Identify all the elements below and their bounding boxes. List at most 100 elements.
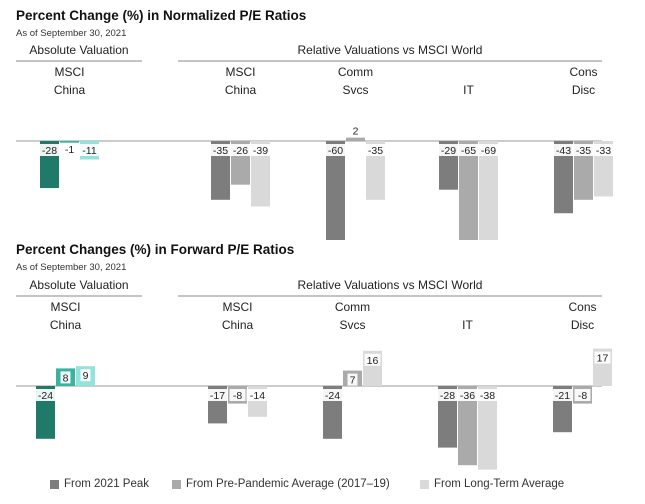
- data-label: -43: [556, 145, 571, 157]
- data-label-box: [61, 143, 78, 155]
- data-label: -69: [481, 145, 496, 157]
- data-label-box: [249, 144, 272, 156]
- bar: [478, 386, 497, 470]
- category-label: Svcs: [342, 83, 368, 97]
- data-label-box: [209, 144, 232, 156]
- data-label: -33: [596, 145, 611, 157]
- data-label: -8: [233, 390, 242, 402]
- data-label: 7: [350, 375, 356, 387]
- data-label: -38: [480, 390, 495, 402]
- category-label: China: [50, 318, 82, 332]
- data-label: -28: [42, 145, 57, 157]
- normalized-pe-chart: Absolute Valuation Relative Valuations vs…: [16, 43, 615, 240]
- data-label: 8: [63, 372, 69, 384]
- bar: [60, 141, 79, 143]
- data-label-box: [347, 373, 358, 386]
- category-label: Cons: [568, 300, 596, 314]
- category-label: Comm: [338, 65, 373, 79]
- data-label-box: [552, 144, 575, 156]
- category-label: MSCI: [55, 65, 85, 79]
- data-label: -36: [460, 390, 475, 402]
- category-label: IT: [462, 318, 473, 332]
- bar: [459, 141, 478, 240]
- legend-item-peak: From 2021 Peak: [50, 478, 149, 490]
- legend-label-pre-pandemic: From Pre-Pandemic Average (2017–19): [186, 478, 390, 490]
- data-label-box: [324, 144, 347, 156]
- forward-pe-chart: Absolute Valuation Relative Valuations vs…: [16, 278, 612, 470]
- data-label-box: [364, 144, 387, 156]
- category-label: Svcs: [339, 318, 365, 332]
- data-label-box: [594, 351, 611, 364]
- category-label: MSCI: [226, 65, 256, 79]
- data-label-box: [476, 389, 499, 401]
- data-label: -1: [65, 144, 74, 156]
- data-label: 17: [597, 353, 609, 365]
- chart1-subtitle: As of September 30, 2021: [16, 28, 127, 39]
- data-label-box: [78, 144, 101, 156]
- category-label: China: [222, 318, 254, 332]
- bar: [438, 386, 457, 448]
- data-label-box: [551, 389, 574, 401]
- data-label: -24: [325, 390, 340, 402]
- bar: [326, 141, 345, 240]
- data-label: -65: [461, 145, 476, 157]
- category-label: Cons: [569, 65, 597, 79]
- group-header-absolute: Absolute Valuation: [29, 278, 128, 292]
- bar: [554, 141, 573, 214]
- category-label: IT: [463, 83, 474, 97]
- bar: [479, 141, 498, 240]
- data-label: 16: [367, 355, 379, 367]
- data-label-box: [437, 144, 460, 156]
- data-label: -29: [441, 145, 456, 157]
- data-label-box: [34, 389, 57, 401]
- group-header-relative: Relative Valuations vs MSCI World: [298, 278, 483, 292]
- category-label: Comm: [335, 300, 370, 314]
- data-label: -39: [253, 145, 268, 157]
- data-label-box: [456, 389, 479, 401]
- data-label: -35: [213, 145, 228, 157]
- legend-swatch-peak: [50, 479, 59, 489]
- data-label-box: [572, 144, 595, 156]
- legend-swatch-pre-pandemic: [172, 479, 181, 489]
- data-label-box: [229, 389, 246, 401]
- data-label-box: [364, 353, 381, 366]
- data-label-box: [457, 144, 480, 156]
- category-label: China: [225, 83, 257, 97]
- data-label-box: [574, 389, 591, 401]
- legend-swatch-long-term: [420, 479, 429, 489]
- data-label: -35: [368, 145, 383, 157]
- data-label-box: [350, 124, 361, 137]
- data-label: -28: [440, 390, 455, 402]
- chart2-subtitle: As of September 30, 2021: [16, 262, 127, 273]
- data-label-box: [80, 369, 91, 382]
- data-label: -24: [38, 390, 53, 402]
- data-label-box: [60, 371, 71, 384]
- data-label: -14: [250, 390, 265, 402]
- data-label: -21: [555, 390, 570, 402]
- data-label: 2: [353, 126, 359, 138]
- data-label: -35: [576, 145, 591, 157]
- data-label-box: [477, 144, 500, 156]
- category-label: Disc: [571, 318, 594, 332]
- legend-item-long-term: From Long-Term Average: [420, 478, 564, 490]
- legend: From 2021 Peak From Pre-Pandemic Average…: [0, 478, 645, 498]
- data-label-box: [436, 389, 459, 401]
- data-label-box: [229, 144, 252, 156]
- data-label-box: [592, 144, 615, 156]
- category-label: China: [54, 83, 86, 97]
- data-label-box: [246, 389, 269, 401]
- bar: [346, 137, 365, 141]
- group-header-relative: Relative Valuations vs MSCI World: [298, 43, 483, 57]
- group-header-absolute: Absolute Valuation: [29, 43, 128, 57]
- data-label: -26: [233, 145, 248, 157]
- data-label: 9: [83, 370, 89, 382]
- legend-label-peak: From 2021 Peak: [64, 478, 150, 490]
- category-label: MSCI: [223, 300, 253, 314]
- legend-label-long-term: From Long-Term Average: [434, 478, 565, 490]
- category-label: MSCI: [51, 300, 81, 314]
- legend-item-pre-pandemic: From Pre-Pandemic Average (2017–19): [172, 478, 390, 490]
- data-label-box: [321, 389, 344, 401]
- bar: [458, 386, 477, 466]
- chart2-title: Percent Changes (%) in Forward P/E Ratio…: [16, 242, 295, 257]
- data-label: -17: [210, 390, 225, 402]
